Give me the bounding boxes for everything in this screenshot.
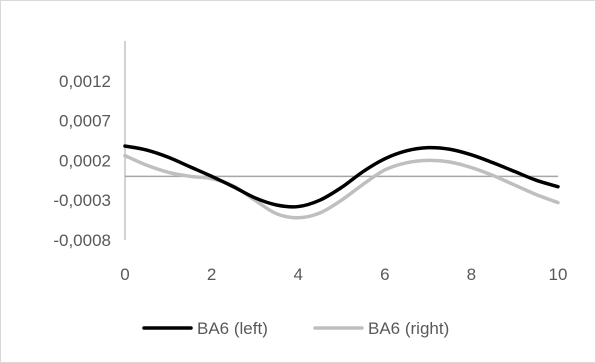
series-lines — [123, 144, 560, 220]
legend-label: BA6 (right) — [368, 319, 449, 338]
series-line-ba6-left — [123, 144, 560, 209]
x-tick-label: 2 — [207, 265, 216, 284]
series-line-ba6-right — [123, 153, 560, 220]
y-tick-label: 0,0002 — [59, 151, 111, 170]
y-tick-label: 0,0007 — [59, 112, 111, 131]
y-tick-label: -0,0008 — [53, 231, 111, 250]
legend: BA6 (left) BA6 (right) — [142, 319, 449, 338]
y-axis: -0,0008 -0,0003 0,0002 0,0007 0,0012 — [53, 41, 126, 250]
x-tick-label: 10 — [549, 265, 568, 284]
x-tick-label: 6 — [380, 265, 389, 284]
x-tick-label: 0 — [120, 265, 129, 284]
x-tick-label: 8 — [467, 265, 476, 284]
y-tick-label: 0,0012 — [59, 72, 111, 91]
x-tick-label: 4 — [293, 265, 302, 284]
legend-label: BA6 (left) — [197, 319, 268, 338]
y-tick-label: -0,0003 — [53, 191, 111, 210]
x-axis: 0 2 4 6 8 10 — [120, 175, 568, 284]
